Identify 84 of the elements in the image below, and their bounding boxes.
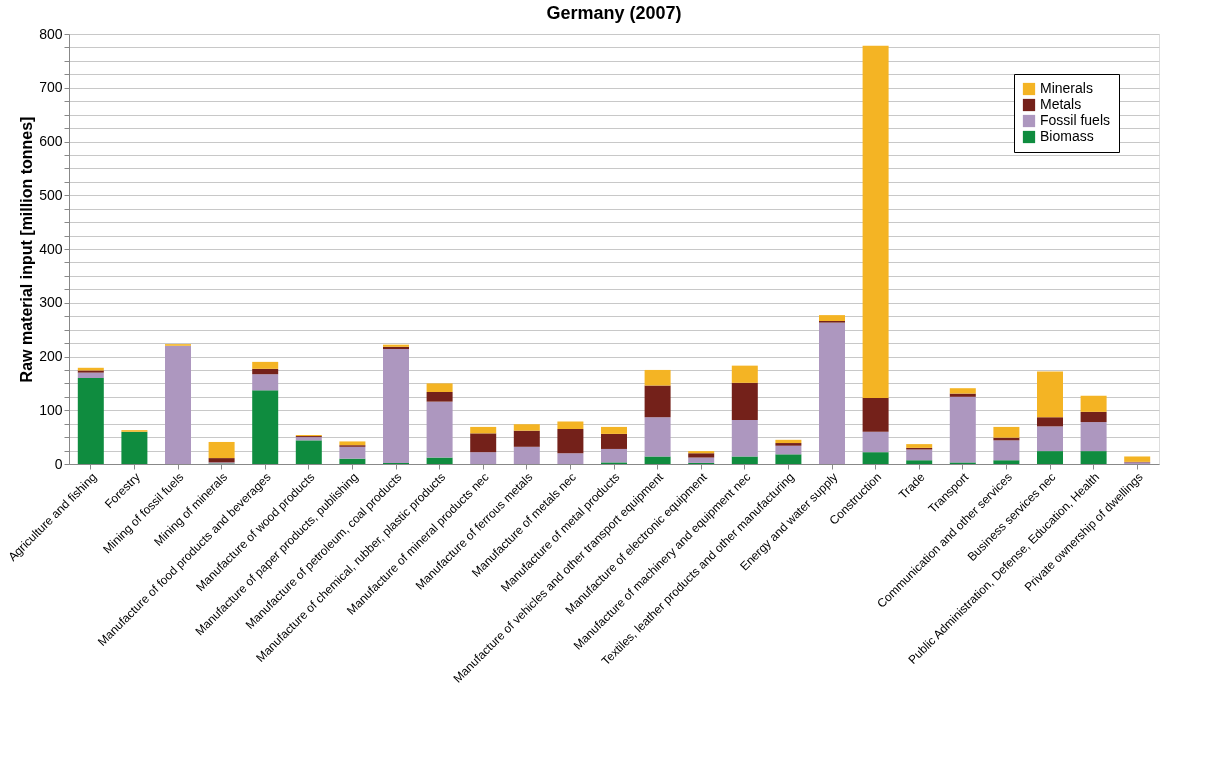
bar [731, 382, 758, 420]
bar [731, 419, 758, 457]
bar [949, 393, 976, 397]
legend-label: Fossil fuels [1040, 112, 1111, 128]
bar [862, 431, 889, 453]
bar [731, 365, 758, 383]
bar [77, 378, 104, 464]
bar [906, 460, 933, 464]
bar [775, 445, 802, 455]
bar [1037, 451, 1063, 464]
bar [862, 452, 889, 464]
bar [775, 439, 802, 444]
bar [426, 391, 453, 402]
bar [513, 424, 540, 431]
bar [644, 417, 671, 457]
bar [906, 449, 933, 461]
bar [339, 441, 366, 446]
y-tick-label: 300 [39, 294, 63, 311]
y-tick-label: 500 [39, 186, 63, 203]
y-tick-label: 200 [39, 348, 63, 364]
bar [1037, 371, 1063, 418]
bar [819, 315, 845, 322]
bar [1124, 456, 1151, 462]
bar [252, 390, 279, 464]
bar [1080, 395, 1107, 412]
bar [862, 45, 889, 398]
bar [252, 361, 279, 369]
bar [339, 458, 366, 464]
bar [426, 401, 453, 458]
y-tick-label: 800 [39, 25, 63, 42]
bar [557, 453, 584, 464]
bar [1080, 422, 1107, 452]
bar [252, 374, 279, 391]
bar [426, 383, 453, 392]
bar [949, 388, 976, 394]
bar [993, 460, 1020, 464]
y-tick-label: 400 [39, 240, 63, 257]
bar [775, 454, 802, 464]
y-axis-title: Raw material input [million tonnes] [18, 116, 36, 383]
y-tick-label: 100 [39, 401, 63, 418]
bar [688, 453, 715, 458]
bar [383, 348, 409, 463]
bar [121, 431, 148, 464]
legend-label: Biomass [1040, 128, 1094, 144]
y-tick-label: 600 [39, 133, 63, 149]
legend-label: Minerals [1040, 80, 1093, 96]
bar [601, 433, 627, 449]
legend-label: Metals [1040, 96, 1082, 112]
bar [339, 446, 366, 459]
y-tick-label: 700 [39, 79, 63, 96]
bar [295, 440, 322, 464]
bar [557, 429, 584, 454]
bar [77, 372, 104, 378]
bar [1037, 426, 1063, 452]
bar [601, 426, 627, 434]
bar [1080, 451, 1107, 464]
bar [208, 441, 235, 459]
bar [601, 448, 627, 463]
bar [557, 421, 584, 430]
bar [644, 385, 671, 418]
bar [513, 430, 540, 447]
bar [644, 369, 671, 386]
bar [470, 433, 497, 453]
bar [208, 458, 235, 463]
bar [993, 440, 1020, 461]
bar [775, 443, 802, 446]
bar [252, 368, 279, 375]
bar [644, 456, 671, 464]
bar [470, 452, 497, 464]
bar [731, 456, 758, 464]
bar [949, 396, 976, 463]
bar [862, 397, 889, 432]
bar [819, 322, 845, 464]
bar [993, 426, 1020, 438]
bar [470, 426, 497, 434]
chart-title: Germany (2007) [546, 3, 682, 23]
bar [513, 446, 540, 464]
bar [1037, 417, 1063, 427]
bar [688, 457, 715, 463]
bar [165, 345, 191, 464]
bar [688, 451, 715, 454]
bar [426, 457, 453, 464]
y-tick-label: 0 [54, 455, 63, 472]
bar [1080, 411, 1107, 423]
